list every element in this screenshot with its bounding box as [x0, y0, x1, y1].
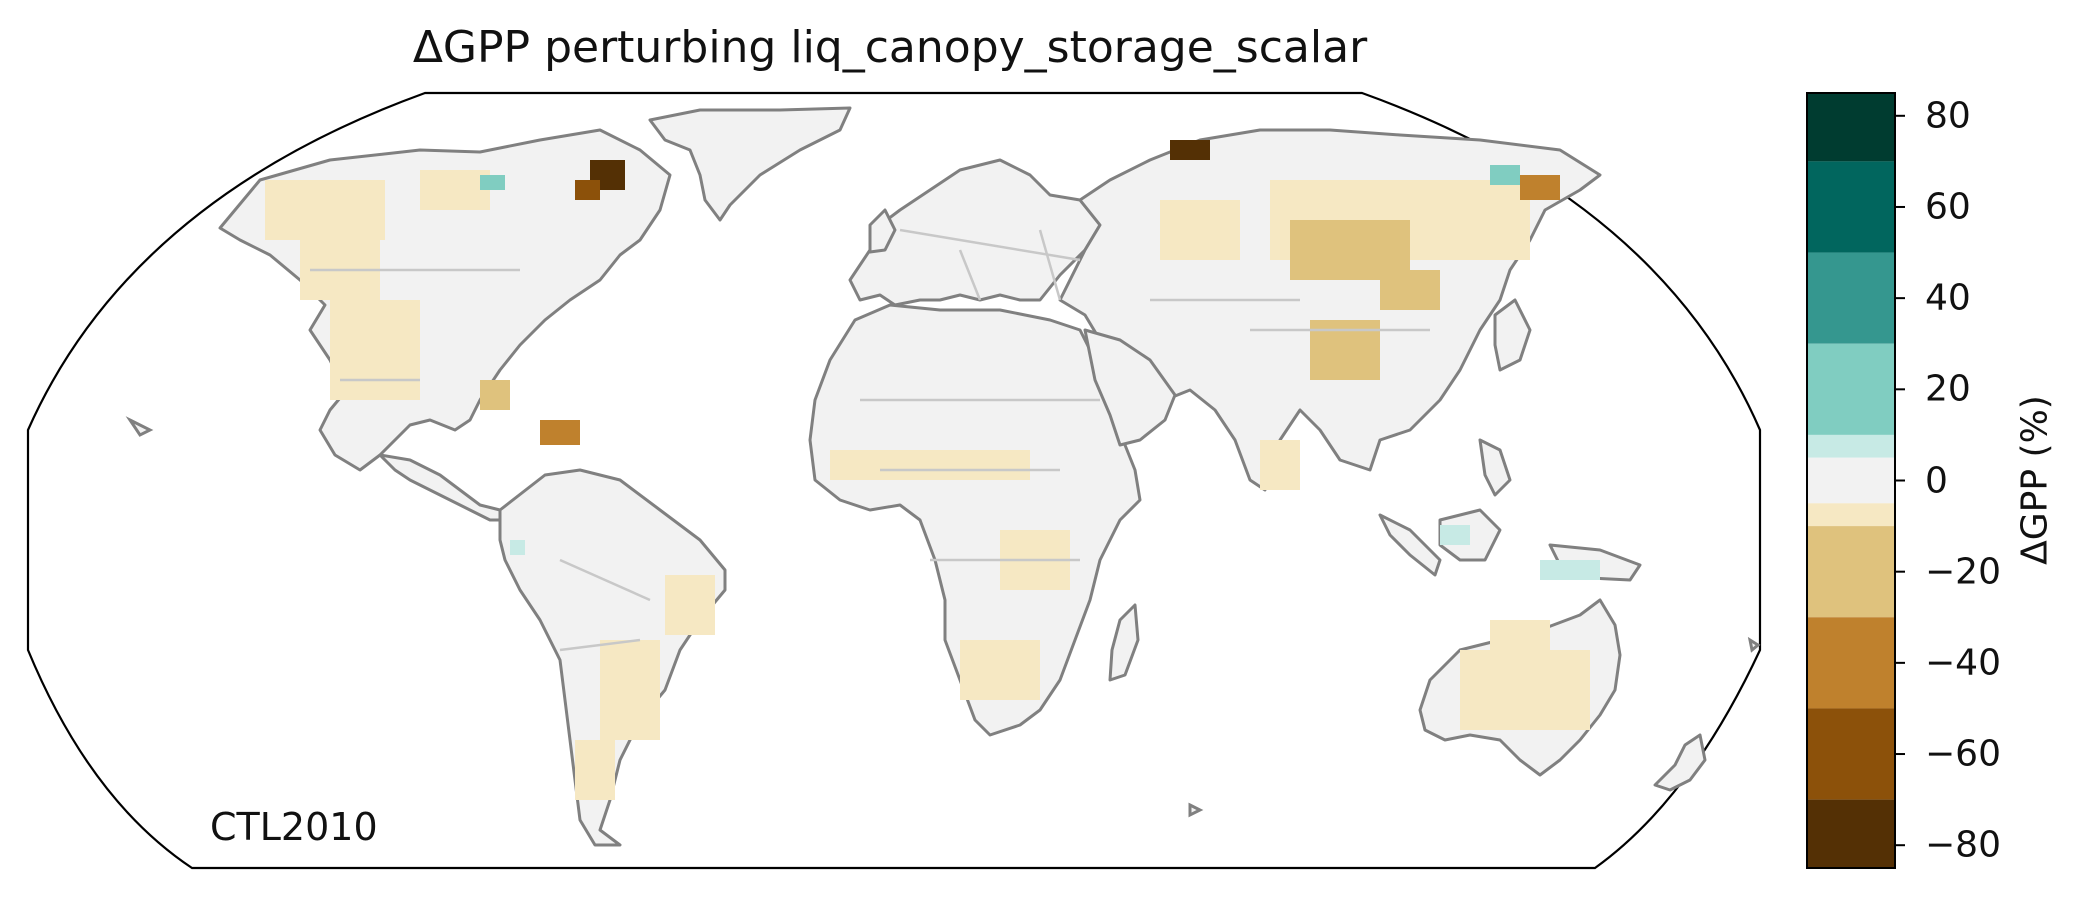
new-zealand: [1653, 733, 1707, 792]
country-borders: [310, 228, 1430, 652]
colorbar-tick-label: 40: [1925, 277, 1971, 319]
africa: [808, 303, 1142, 737]
colorbar-bin-6: [1807, 503, 1895, 527]
colorbar-bin-10: [1807, 799, 1895, 868]
sumatra: [1378, 513, 1442, 577]
run-label: CTL2010: [210, 805, 378, 849]
colorbar-bin-2: [1807, 252, 1895, 344]
colorbar-tick-label: 80: [1925, 95, 1971, 137]
gpp-anomaly-cells: [265, 140, 1600, 800]
colorbar: [1806, 92, 1905, 869]
colorbar-bin-1: [1807, 161, 1895, 253]
colorbar-bin-7: [1807, 526, 1895, 618]
philippines: [1478, 438, 1512, 497]
colorbar-tick-label: −40: [1925, 642, 2001, 684]
europe: [848, 158, 1102, 307]
madagascar: [1108, 603, 1140, 682]
colorbar-bin-5: [1807, 457, 1895, 504]
great-britain: [868, 208, 897, 254]
colorbar-tick-label: −60: [1925, 733, 2001, 775]
central-america: [378, 453, 507, 522]
colorbar-tick-label: −20: [1925, 551, 2001, 593]
colorbar-bin-3: [1807, 343, 1895, 435]
colorbar-bin-4: [1807, 434, 1895, 458]
japan: [1493, 298, 1532, 372]
colorbar-tick-label: −80: [1925, 824, 2001, 866]
colorbar-bin-9: [1807, 708, 1895, 800]
colorbar-tick-label: 0: [1925, 460, 1948, 501]
colorbar-bin-0: [1807, 93, 1895, 162]
colorbar-tick-label: 60: [1925, 186, 1971, 228]
small-islands: [125, 416, 1761, 818]
arabian-peninsula: [1083, 328, 1177, 447]
map-title: ΔGPP perturbing liq_canopy_storage_scala…: [412, 22, 1368, 73]
colorbar-tick-label: 20: [1925, 368, 1971, 410]
colorbar-label: ΔGPP (%): [2014, 395, 2056, 565]
colorbar-bin-8: [1807, 617, 1895, 709]
greenland: [648, 106, 852, 222]
